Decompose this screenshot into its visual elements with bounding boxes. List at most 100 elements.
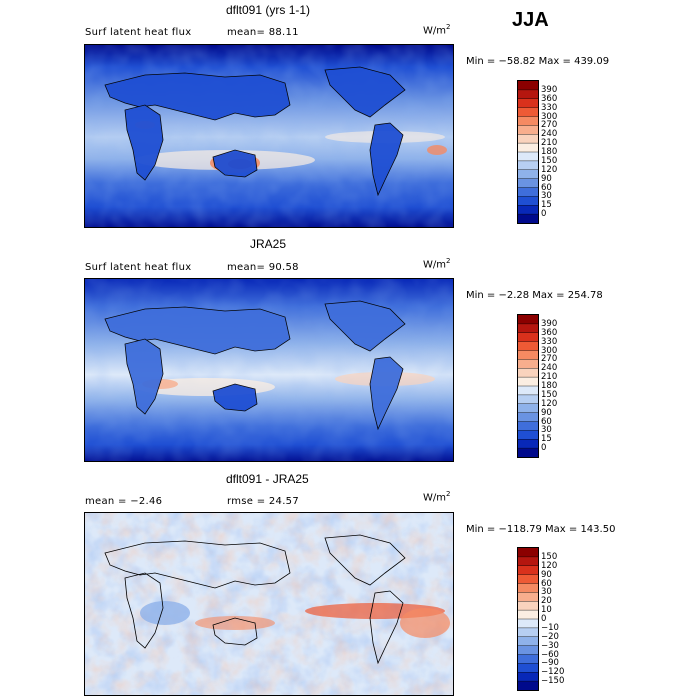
colorbar-tick-label: 360 bbox=[541, 93, 558, 104]
panel3-units: W/m2 bbox=[423, 490, 451, 504]
colorbar-swatch bbox=[518, 645, 538, 655]
colorbar-swatch bbox=[518, 196, 538, 206]
colorbar-swatch bbox=[518, 654, 538, 664]
panel3-map-svg bbox=[85, 513, 453, 695]
panel2-mean: mean= 90.58 bbox=[227, 262, 299, 273]
colorbar-swatch bbox=[518, 681, 538, 691]
colorbar-tick-label: −120 bbox=[541, 667, 565, 678]
panel2-map bbox=[84, 278, 454, 462]
colorbar-tick-label: −150 bbox=[541, 676, 565, 687]
colorbar-tick-label: 0 bbox=[541, 614, 547, 624]
colorbar-swatch bbox=[518, 627, 538, 638]
colorbar-swatch bbox=[518, 636, 538, 646]
panel3-title: dflt091 - JRA25 bbox=[226, 472, 309, 486]
colorbar-swatch bbox=[518, 377, 538, 387]
colorbar-tick-label: 30 bbox=[541, 425, 552, 436]
colorbar-tick-label: 210 bbox=[541, 138, 558, 149]
colorbar-swatch bbox=[518, 412, 538, 422]
panel3-rmse: rmse = 24.57 bbox=[227, 496, 300, 507]
colorbar-tick-label: 330 bbox=[541, 102, 558, 113]
colorbar-swatch bbox=[518, 214, 538, 224]
colorbar-tick-label: 60 bbox=[541, 416, 552, 427]
colorbar-tick-label: 0 bbox=[541, 209, 547, 220]
colorbar-swatch bbox=[518, 332, 538, 342]
panel3-map bbox=[84, 512, 454, 696]
colorbar-tick-label: 90 bbox=[541, 407, 552, 418]
colorbar-swatch bbox=[518, 548, 538, 558]
colorbar-swatch bbox=[518, 583, 538, 593]
colorbar-tick-label: 90 bbox=[541, 569, 552, 580]
colorbar-swatch bbox=[518, 574, 538, 584]
colorbar-swatch bbox=[518, 315, 538, 325]
panel3-mean: mean = −2.46 bbox=[85, 496, 163, 507]
panel1-colorbar-svg bbox=[518, 81, 538, 224]
colorbar-swatch bbox=[518, 81, 538, 91]
colorbar-swatch bbox=[518, 116, 538, 126]
colorbar-swatch bbox=[518, 350, 538, 360]
colorbar-swatch bbox=[518, 439, 538, 449]
colorbar-tick-label: 180 bbox=[541, 147, 558, 157]
colorbar-swatch bbox=[518, 403, 538, 413]
colorbar-tick-label: 270 bbox=[541, 354, 558, 365]
colorbar-tick-label: 60 bbox=[541, 578, 552, 589]
colorbar-tick-label: −30 bbox=[541, 640, 559, 651]
colorbar-tick-label: 390 bbox=[541, 318, 558, 329]
colorbar-tick-label: 300 bbox=[541, 111, 558, 122]
colorbar-tick-label: 10 bbox=[541, 605, 552, 616]
colorbar-swatch bbox=[518, 448, 538, 458]
panel1-title: dflt091 (yrs 1-1) bbox=[226, 3, 311, 17]
colorbar-tick-label: 240 bbox=[541, 129, 558, 140]
colorbar-tick-label: 150 bbox=[541, 155, 558, 166]
colorbar-tick-label: 120 bbox=[541, 164, 558, 175]
colorbar-tick-label: 120 bbox=[541, 560, 558, 571]
colorbar-tick-label: 210 bbox=[541, 372, 558, 383]
panel2-colorbar bbox=[517, 314, 539, 458]
colorbar-swatch bbox=[518, 143, 538, 153]
colorbar-swatch bbox=[518, 601, 538, 611]
panel2-title: JRA25 bbox=[250, 237, 287, 251]
colorbar-swatch bbox=[518, 152, 538, 162]
panel1-field-label: Surf latent heat flux bbox=[85, 27, 192, 38]
colorbar-swatch bbox=[518, 663, 538, 673]
panel3-minmax: Min = −118.79 Max = 143.50 bbox=[466, 524, 616, 535]
colorbar-tick-label: 15 bbox=[541, 200, 552, 211]
colorbar-tick-label: 30 bbox=[541, 587, 552, 598]
colorbar-tick-label: 240 bbox=[541, 363, 558, 374]
colorbar-tick-label: −20 bbox=[541, 631, 559, 642]
colorbar-swatch bbox=[518, 323, 538, 334]
colorbar-swatch bbox=[518, 610, 538, 620]
colorbar-swatch bbox=[518, 359, 538, 369]
colorbar-swatch bbox=[518, 107, 538, 117]
colorbar-tick-label: −60 bbox=[541, 649, 559, 660]
colorbar-tick-label: 360 bbox=[541, 327, 558, 338]
colorbar-swatch bbox=[518, 160, 538, 171]
colorbar-swatch bbox=[518, 619, 538, 629]
panel3-colorbar-svg bbox=[518, 548, 538, 691]
panel2-units: W/m2 bbox=[423, 257, 451, 271]
colorbar-swatch bbox=[518, 187, 538, 197]
panel1-colorbar bbox=[517, 80, 539, 224]
colorbar-tick-label: 60 bbox=[541, 182, 552, 193]
panel2-minmax: Min = −2.28 Max = 254.78 bbox=[466, 290, 603, 301]
colorbar-swatch bbox=[518, 169, 538, 179]
panel1-mean: mean= 88.11 bbox=[227, 27, 299, 38]
panel2-colorbar-svg bbox=[518, 315, 538, 458]
panel1-minmax: Min = −58.82 Max = 439.09 bbox=[466, 56, 610, 67]
colorbar-swatch bbox=[518, 565, 538, 575]
colorbar-swatch bbox=[518, 386, 538, 396]
colorbar-tick-label: 0 bbox=[541, 443, 547, 454]
colorbar-swatch bbox=[518, 394, 538, 405]
colorbar-tick-label: 20 bbox=[541, 596, 552, 607]
colorbar-tick-label: 15 bbox=[541, 434, 552, 445]
colorbar-swatch bbox=[518, 205, 538, 215]
colorbar-swatch bbox=[518, 178, 538, 188]
colorbar-tick-label: 120 bbox=[541, 398, 558, 409]
colorbar-swatch bbox=[518, 368, 538, 378]
colorbar-swatch bbox=[518, 89, 538, 100]
colorbar-tick-label: 330 bbox=[541, 336, 558, 347]
colorbar-swatch bbox=[518, 592, 538, 602]
panel1-units: W/m2 bbox=[423, 23, 451, 37]
colorbar-swatch bbox=[518, 125, 538, 135]
panel2-field-label: Surf latent heat flux bbox=[85, 262, 192, 273]
season-label: JJA bbox=[512, 9, 549, 31]
